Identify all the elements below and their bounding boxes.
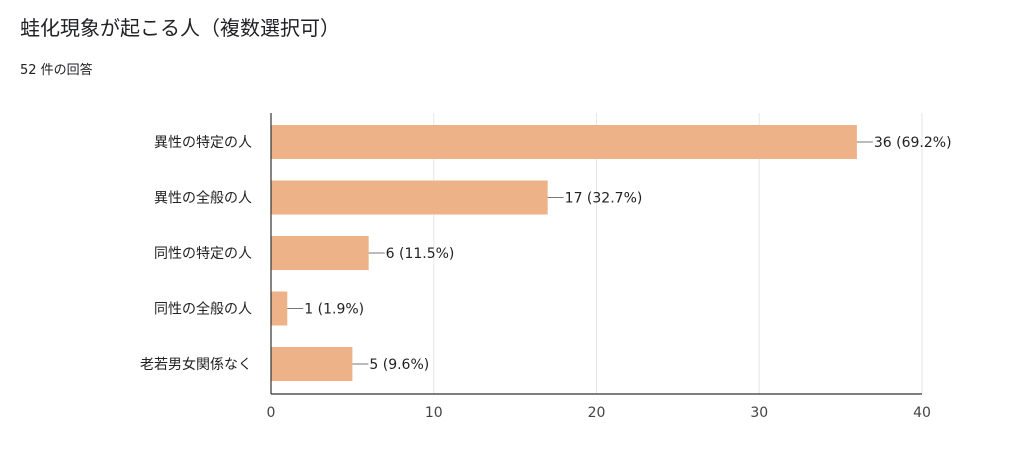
data-label: 6 (11.5%) [386, 246, 455, 262]
category-label: 異性の全般の人 [154, 190, 252, 207]
bar [271, 125, 857, 159]
category-label: 同性の全般の人 [154, 301, 252, 318]
data-label: 36 (69.2%) [874, 135, 952, 151]
x-tick-label: 20 [588, 405, 606, 421]
bar [271, 291, 288, 326]
grid-lines [433, 113, 923, 394]
x-tick-label: 30 [750, 405, 768, 421]
data-label: 1 (1.9%) [304, 302, 364, 318]
chart-title: 蛙化現象が起こる人（複数選択可） [20, 16, 340, 40]
bar [271, 347, 353, 381]
bar [271, 236, 369, 270]
response-count: 52 件の回答 [20, 63, 93, 78]
category-label: 異性の特定の人 [154, 135, 252, 151]
bar [271, 180, 548, 215]
labels: 0 10 20 30 40 異性の特定の人 36 (69.2%) 異性の全般の人 17 (32.… [140, 135, 952, 421]
x-tick-label: 10 [425, 405, 443, 421]
x-tick-label: 0 [267, 405, 276, 421]
category-label: 老若男女関係なく [140, 356, 252, 373]
data-label: 17 (32.7%) [565, 191, 643, 207]
category-label: 同性の特定の人 [154, 246, 252, 262]
bars [271, 125, 857, 381]
x-tick-label: 40 [913, 405, 931, 421]
data-label: 5 (9.6%) [369, 357, 429, 373]
axes [270, 113, 922, 395]
